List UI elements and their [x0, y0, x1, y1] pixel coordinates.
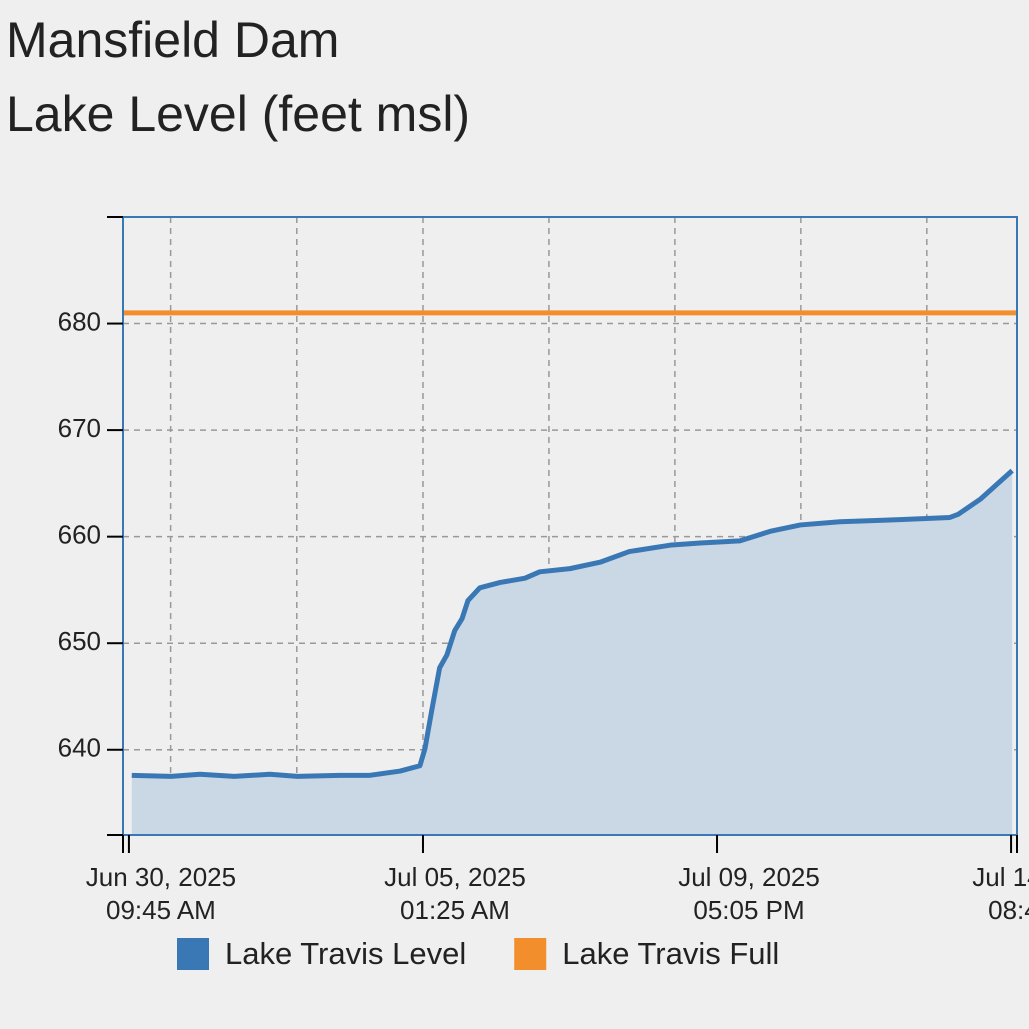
x-tick-label: 09:45 AM	[106, 895, 216, 925]
line	[131, 468, 1014, 779]
x-tick-label: Jul 09, 2025	[678, 862, 820, 892]
legend-label: Lake Travis Full	[562, 936, 779, 971]
y-tick-label: 640	[58, 733, 101, 763]
chart-title: Lake Level (feet msl)	[6, 86, 470, 142]
x-tick-label: 01:25 AM	[400, 895, 510, 925]
x-tick-label: Jul 14, 2025	[972, 862, 1029, 892]
x-tick-label: Jun 30, 2025	[86, 862, 236, 892]
y-tick-label: 650	[58, 626, 101, 656]
x-tick-label: Jul 05, 2025	[384, 862, 526, 892]
y-tick-label: 670	[58, 413, 101, 443]
y-tick-label: 680	[58, 306, 101, 336]
legend-swatch	[177, 938, 209, 970]
area	[131, 470, 1013, 835]
plot-frame	[122, 216, 1018, 836]
y-tick-label: 660	[58, 520, 101, 550]
x-tick-label: 05:05 PM	[693, 895, 804, 925]
legend-swatch	[514, 938, 547, 970]
chart-title: Mansfield Dam	[6, 12, 339, 68]
legend-label: Lake Travis Level	[225, 936, 466, 971]
x-tick-label: 08:45 AM	[988, 895, 1029, 925]
